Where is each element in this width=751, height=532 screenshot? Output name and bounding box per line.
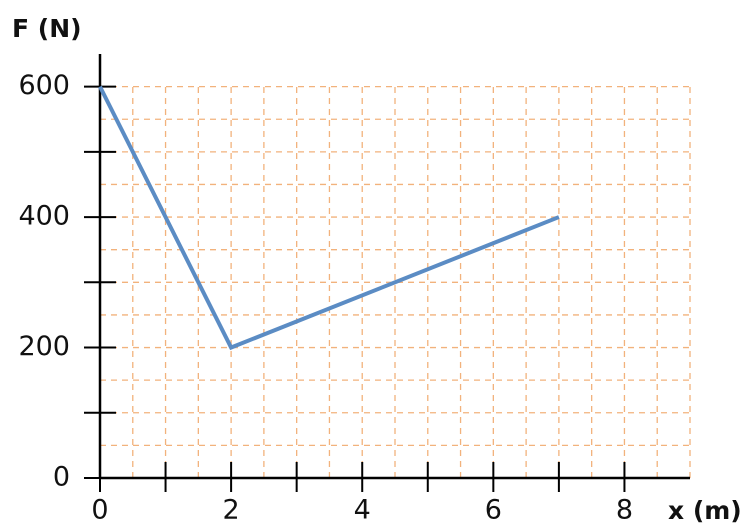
y-axis-title: F (N) xyxy=(12,14,82,43)
y-tick-label: 200 xyxy=(18,331,70,362)
y-tick-label: 0 xyxy=(53,462,70,493)
y-tick-label: 600 xyxy=(18,70,70,101)
x-tick-label: 6 xyxy=(485,495,502,526)
y-tick-label: 400 xyxy=(18,201,70,232)
data-line xyxy=(98,85,560,351)
x-tick-label: 4 xyxy=(354,495,371,526)
x-tick-label: 8 xyxy=(616,495,633,526)
x-axis-title: x (m) xyxy=(668,496,742,525)
x-tick-label: 0 xyxy=(91,495,108,526)
x-tick-label: 2 xyxy=(223,495,240,526)
